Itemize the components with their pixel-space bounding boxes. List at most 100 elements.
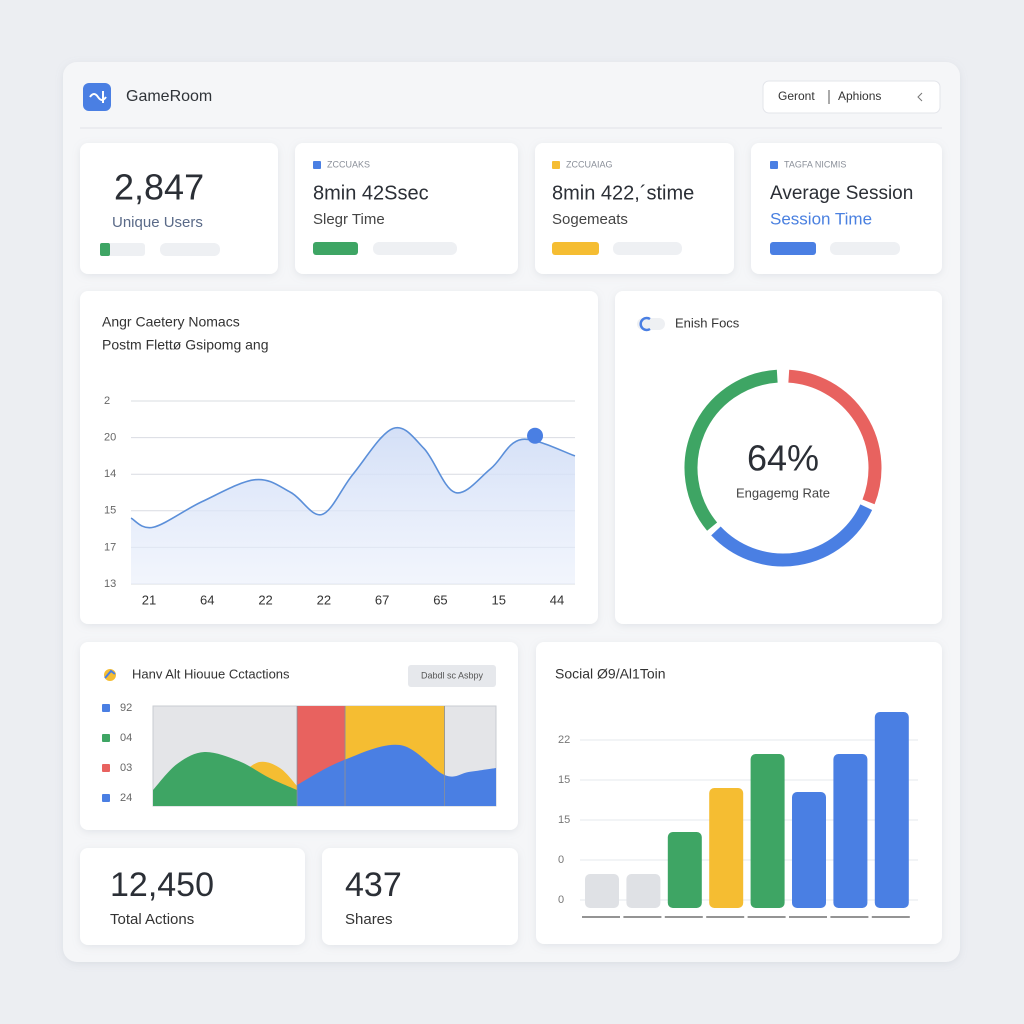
donut-card xyxy=(615,291,942,624)
chart-button[interactable] xyxy=(408,665,496,687)
legend-swatch xyxy=(102,734,110,742)
x-tick-label: 22 xyxy=(317,592,331,607)
legend-label: 92 xyxy=(120,702,132,714)
title-icon-stroke xyxy=(104,669,116,679)
kpi-value: 8min 42Ssec xyxy=(313,182,429,204)
x-tick-label: 44 xyxy=(550,592,564,607)
x-tick-label: 21 xyxy=(142,592,156,607)
y-tick-label: 0 xyxy=(558,854,564,866)
placeholder-pill xyxy=(160,243,220,256)
total-card xyxy=(80,848,305,945)
placeholder-pill xyxy=(613,242,682,255)
legend-swatch xyxy=(102,764,110,772)
legend-label: 24 xyxy=(120,792,132,804)
y-tick-label: 17 xyxy=(104,541,116,553)
area xyxy=(297,744,496,806)
legend-swatch xyxy=(102,794,110,802)
tag-dot xyxy=(552,161,560,169)
y-tick-label: 0 xyxy=(558,894,564,906)
legend-label: 04 xyxy=(120,732,132,744)
y-tick-label: 13 xyxy=(104,578,116,590)
donut-caption: Engagemg Rate xyxy=(736,485,830,500)
donut-center-value: 64% xyxy=(747,438,819,479)
donut-segment xyxy=(788,369,882,505)
kpi-value: 8min 422,´stime xyxy=(552,182,694,204)
toggle[interactable] xyxy=(637,318,665,330)
app-title: GameRoom xyxy=(126,88,212,105)
kpi-card xyxy=(535,143,734,274)
line-area xyxy=(131,427,575,584)
kpi-card xyxy=(295,143,518,274)
donut-segment xyxy=(684,369,778,531)
total-value: 437 xyxy=(345,866,402,904)
kpi-value: Average Session xyxy=(770,183,913,204)
bar xyxy=(874,712,909,908)
toggle-knob xyxy=(639,316,651,332)
bar xyxy=(626,874,661,908)
kpi-label: Session Time xyxy=(770,209,872,228)
y-tick-label: 2 xyxy=(104,395,110,407)
line-chart: 2 20 14 15 17 13 21 64 22 22 67 65 15 44 xyxy=(104,395,576,607)
kpi-label: Unique Users xyxy=(112,214,203,231)
bar-chart: 22 15 15 0 0 xyxy=(558,712,918,918)
chevron[interactable] xyxy=(917,92,923,102)
kpi-label: Sogemeats xyxy=(552,211,628,228)
chart-title: Social Ø9/Al1Toin xyxy=(555,666,666,682)
placeholder-pill xyxy=(373,242,457,255)
y-tick-label: 15 xyxy=(558,814,570,826)
line xyxy=(130,426,576,529)
area xyxy=(153,751,298,806)
x-tick-label: 64 xyxy=(200,592,214,607)
chart-button-label[interactable]: Dabdl sc Asbpy xyxy=(421,670,484,680)
kpi-card xyxy=(751,143,942,274)
y-tick-label: 20 xyxy=(104,432,116,444)
bar xyxy=(709,788,744,908)
total-card xyxy=(322,848,518,945)
tag-dot xyxy=(313,161,321,169)
logo-glyph xyxy=(89,91,107,103)
menu-item[interactable]: Geront xyxy=(778,89,815,103)
kpi-label: Slegr Time xyxy=(313,211,385,228)
y-tick-label: 14 xyxy=(104,468,116,480)
placeholder-pill xyxy=(830,242,900,255)
x-tick-label: 67 xyxy=(375,592,389,607)
highlight-point xyxy=(527,427,544,444)
area-chart: 92 04 03 24 xyxy=(102,702,497,807)
bar xyxy=(585,874,619,908)
kpi-value: 2,847 xyxy=(114,167,204,208)
progress-bar xyxy=(770,242,816,255)
legend-swatch xyxy=(102,704,110,712)
progress-bar xyxy=(313,242,358,255)
progress-bar xyxy=(100,243,110,256)
bar xyxy=(792,792,826,908)
chart-title: Hanv Alt Hiouue Cctactions xyxy=(132,666,290,681)
chart-title: Enish Focs xyxy=(675,315,740,330)
total-label: Shares xyxy=(345,911,393,928)
legend-label: 03 xyxy=(120,762,132,774)
x-tick-label: 22 xyxy=(258,592,272,607)
total-value: 12,450 xyxy=(110,866,214,904)
kpi-tag: ZCCUAIAG xyxy=(566,159,613,169)
progress-bar xyxy=(552,242,599,255)
chart-subtitle: Postm Flettø Gsipomg ang xyxy=(102,337,269,353)
menu-box[interactable] xyxy=(762,80,941,114)
kpi-card xyxy=(80,143,278,274)
y-tick-label: 15 xyxy=(558,774,570,786)
donut-chart xyxy=(684,369,882,567)
x-tick-label: 15 xyxy=(491,592,505,607)
y-tick-label: 15 xyxy=(104,505,116,517)
menu-item[interactable]: Aphions xyxy=(838,89,881,103)
bar xyxy=(667,832,702,908)
total-label: Total Actions xyxy=(110,911,194,928)
kpi-tag: ZCCUAKS xyxy=(327,159,370,169)
bar xyxy=(833,754,868,908)
bar xyxy=(750,754,785,908)
progress-track xyxy=(100,243,145,256)
donut-segment xyxy=(711,504,873,567)
tag-dot xyxy=(770,161,778,169)
kpi-tag: TAGFA NICMIS xyxy=(784,159,846,169)
y-tick-label: 22 xyxy=(558,734,570,746)
chart-title: Angr Caetery Nomacs xyxy=(102,314,240,330)
